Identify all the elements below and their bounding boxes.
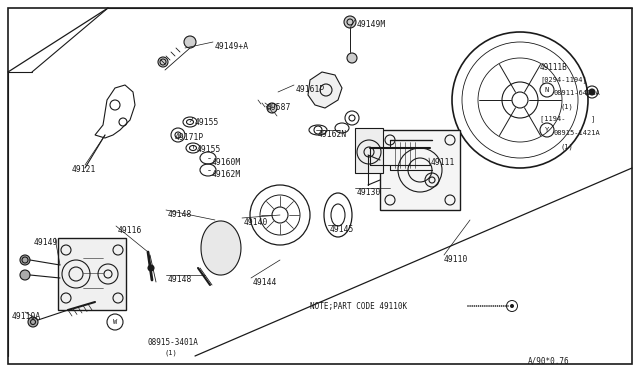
Bar: [58, 238, 126, 310]
Polygon shape: [201, 221, 241, 275]
Circle shape: [482, 305, 484, 307]
Text: (1): (1): [560, 143, 573, 150]
Circle shape: [476, 305, 477, 307]
Circle shape: [158, 57, 168, 67]
Text: 49171P: 49171P: [175, 133, 204, 142]
Text: 49161P: 49161P: [296, 85, 325, 94]
Text: 49111B: 49111B: [540, 63, 568, 72]
Text: NOTE;PART CODE 49110K: NOTE;PART CODE 49110K: [310, 302, 407, 311]
Text: W: W: [113, 319, 117, 325]
Text: 49155: 49155: [195, 118, 220, 127]
Text: Y: Y: [545, 127, 549, 133]
Text: 49110A: 49110A: [12, 312, 41, 321]
Text: 49149M: 49149M: [357, 20, 387, 29]
Text: 49160M: 49160M: [212, 158, 241, 167]
Text: 49162M: 49162M: [212, 170, 241, 179]
Text: 49587: 49587: [267, 103, 291, 112]
Circle shape: [480, 305, 481, 307]
Text: 08911-6421A: 08911-6421A: [553, 90, 600, 96]
Circle shape: [505, 305, 507, 307]
Text: N: N: [545, 87, 549, 93]
Text: 49130: 49130: [357, 188, 381, 197]
Circle shape: [469, 305, 471, 307]
Text: 49162N: 49162N: [318, 130, 348, 139]
Text: (1): (1): [560, 103, 573, 109]
Text: 49148: 49148: [168, 275, 193, 284]
Circle shape: [510, 304, 514, 308]
Circle shape: [347, 53, 357, 63]
Circle shape: [20, 270, 30, 280]
Text: 49155: 49155: [197, 145, 221, 154]
Circle shape: [507, 305, 509, 307]
Circle shape: [492, 305, 494, 307]
Text: 49144: 49144: [253, 278, 277, 287]
Circle shape: [499, 305, 500, 307]
Circle shape: [148, 265, 154, 271]
Circle shape: [484, 305, 486, 307]
Text: 49149: 49149: [34, 238, 58, 247]
Circle shape: [474, 305, 475, 307]
Text: 49111: 49111: [431, 158, 456, 167]
Text: 49148: 49148: [168, 210, 193, 219]
Circle shape: [344, 16, 356, 28]
Text: 49121: 49121: [72, 165, 97, 174]
Bar: [380, 130, 460, 210]
Text: (1): (1): [165, 350, 178, 356]
Text: 08915-1421A: 08915-1421A: [553, 130, 600, 136]
Text: 49145: 49145: [330, 225, 355, 234]
Bar: [355, 128, 383, 173]
Polygon shape: [308, 72, 342, 108]
Circle shape: [589, 89, 595, 95]
Circle shape: [467, 305, 468, 307]
Circle shape: [503, 305, 504, 307]
Circle shape: [184, 36, 196, 48]
Circle shape: [267, 103, 277, 113]
Circle shape: [488, 305, 490, 307]
Text: 08915-3401A: 08915-3401A: [148, 338, 199, 347]
Text: 49149+A: 49149+A: [215, 42, 249, 51]
Circle shape: [486, 305, 488, 307]
Circle shape: [501, 305, 502, 307]
Circle shape: [20, 255, 30, 265]
Text: 49116: 49116: [118, 226, 142, 235]
Circle shape: [472, 305, 473, 307]
Circle shape: [477, 305, 479, 307]
Text: 49110: 49110: [444, 255, 468, 264]
Circle shape: [495, 305, 496, 307]
Circle shape: [28, 317, 38, 327]
Text: 49140: 49140: [244, 218, 268, 227]
Text: [0294-1194]: [0294-1194]: [540, 76, 587, 83]
Text: A/90*0.76: A/90*0.76: [528, 357, 570, 366]
Circle shape: [490, 305, 492, 307]
Text: [1194-      ]: [1194- ]: [540, 115, 595, 122]
Circle shape: [497, 305, 499, 307]
